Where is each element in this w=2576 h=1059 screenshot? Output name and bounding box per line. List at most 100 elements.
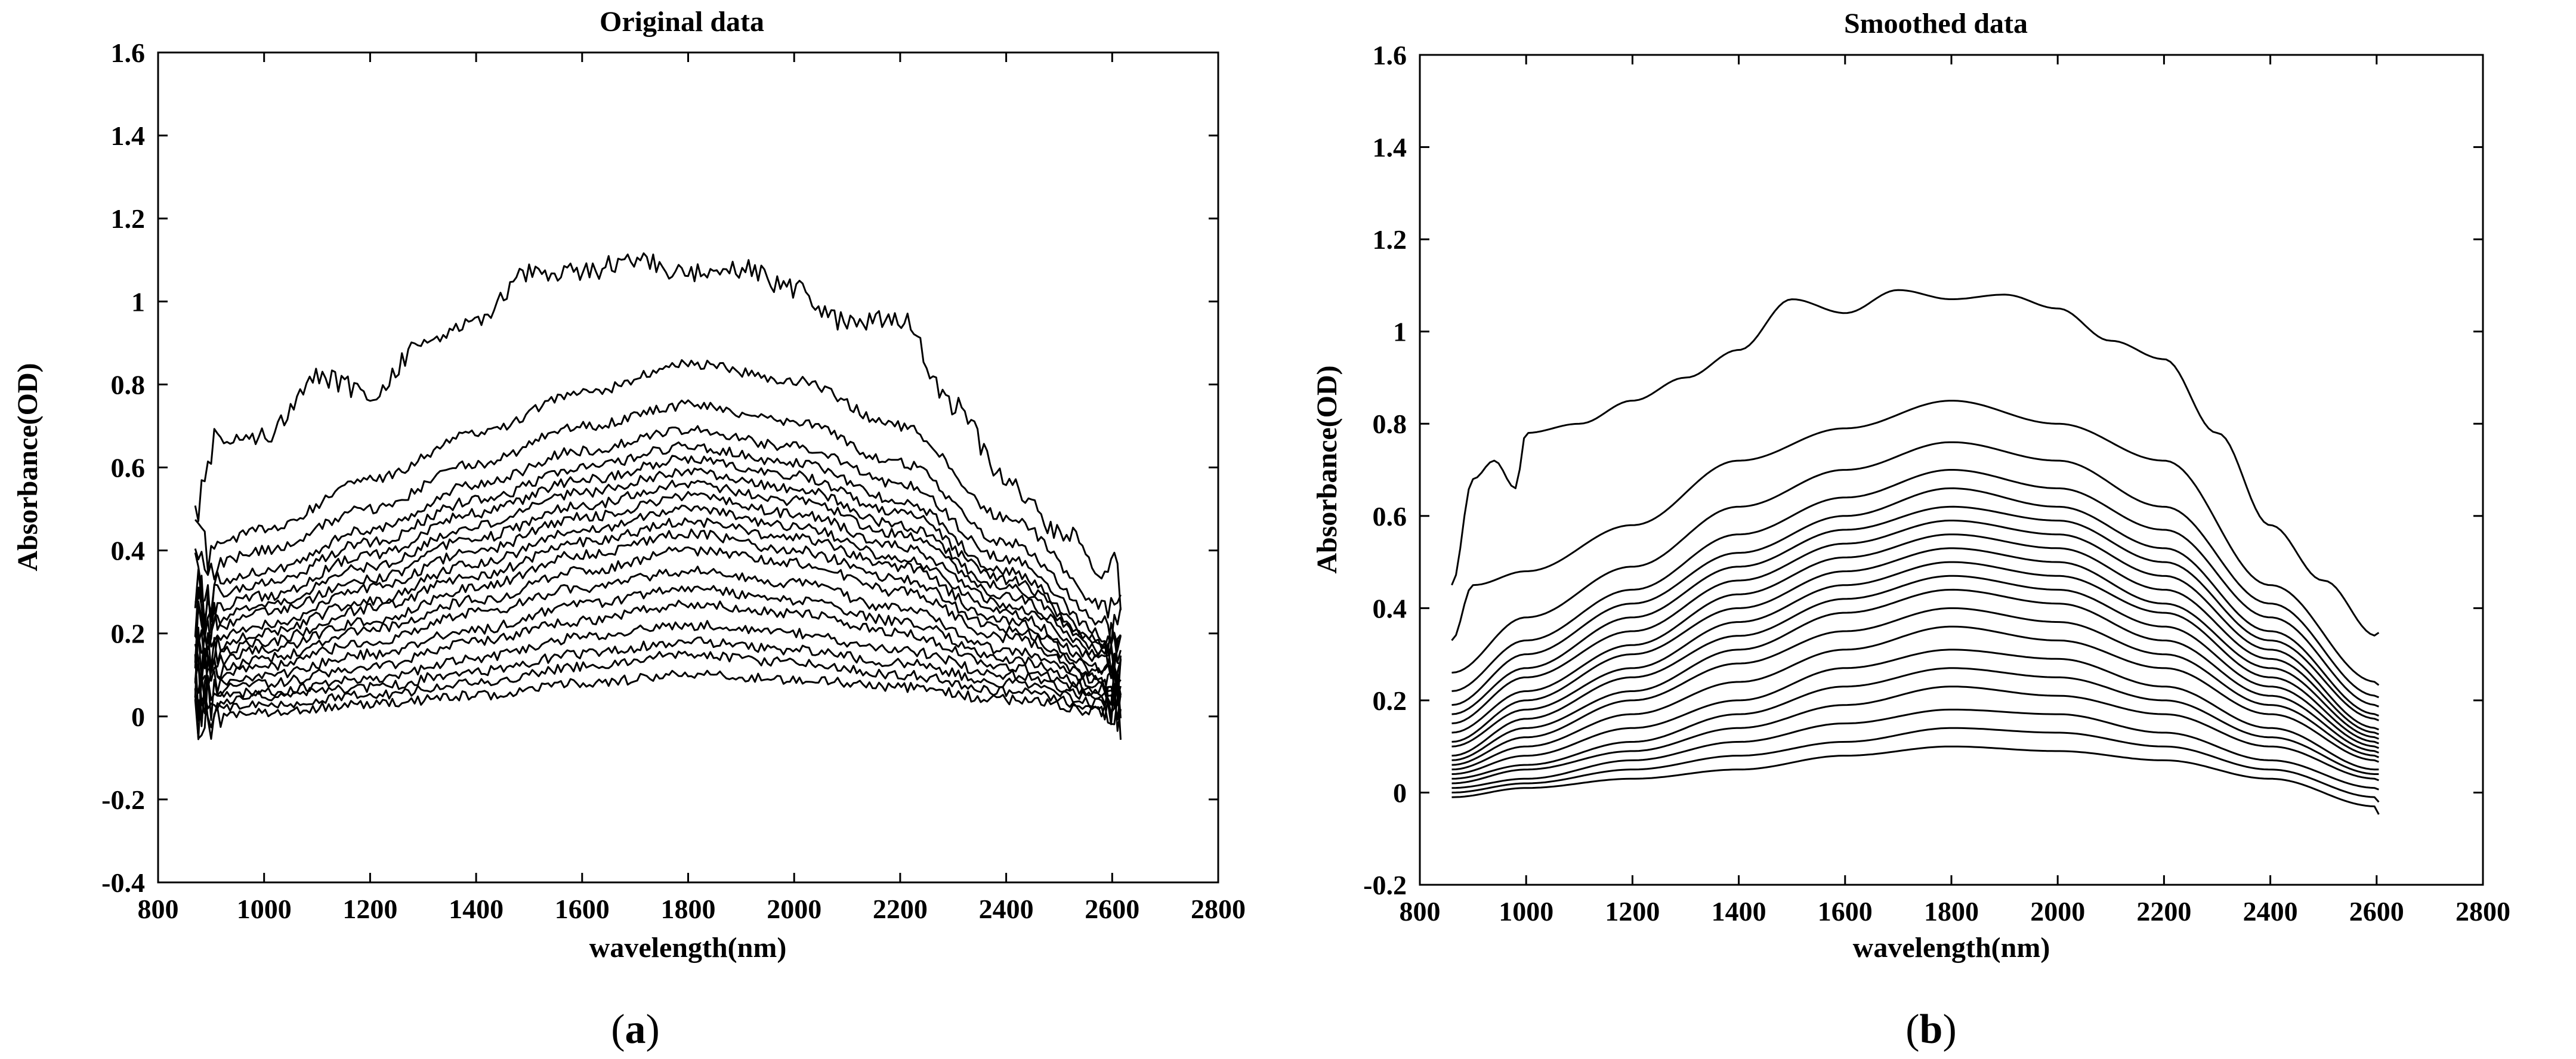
series-line-11 bbox=[1451, 575, 2379, 757]
series-line-1 bbox=[194, 252, 1122, 610]
series-line-13 bbox=[1451, 607, 2379, 766]
y-tick-label: 0.4 bbox=[1373, 593, 1407, 623]
x-tick-label: 1000 bbox=[1499, 896, 1553, 927]
y-axis: -0.4 -0.2 0 0.2 0.4 0.6 0.8 1 1.2 1.4 1.6 bbox=[101, 38, 1218, 898]
x-tick-label: 2800 bbox=[1191, 894, 1246, 924]
y-tick-label: 0 bbox=[131, 702, 145, 732]
series-line-14 bbox=[1451, 625, 2379, 771]
y-tick-label: 0.2 bbox=[1373, 686, 1407, 716]
x-tick-label: 2200 bbox=[873, 894, 928, 924]
series-line-6 bbox=[1451, 505, 2379, 721]
series-line-17 bbox=[194, 620, 1122, 740]
series-line-17 bbox=[1451, 686, 2379, 785]
y-tick-label: 0 bbox=[1393, 777, 1407, 808]
panel-label: (b) bbox=[1905, 1006, 1957, 1052]
x-tick-label: 2000 bbox=[2030, 896, 2085, 927]
series-line-4 bbox=[1451, 469, 2379, 708]
y-tick-label: 1.4 bbox=[1373, 132, 1407, 163]
x-axis: 800 1000 1200 1400 1600 1800 2000 2200 2400 2600 2… bbox=[1400, 55, 2510, 927]
series-line-2 bbox=[1451, 400, 2380, 686]
y-tick-label: 1.2 bbox=[1373, 224, 1407, 255]
series-line-4 bbox=[194, 425, 1122, 663]
x-axis-label: wavelength(nm) bbox=[589, 932, 787, 964]
series-line-7 bbox=[194, 467, 1122, 667]
y-tick-label: 0.8 bbox=[1373, 409, 1407, 439]
y-tick-label: 0.8 bbox=[111, 369, 146, 400]
x-tick-label: 1000 bbox=[237, 894, 292, 924]
series-line-8 bbox=[194, 480, 1121, 674]
panel-label: (a) bbox=[611, 1006, 660, 1052]
y-tick-label: 1.6 bbox=[111, 38, 146, 68]
series-line-3 bbox=[194, 399, 1122, 646]
series-line-12 bbox=[1451, 588, 2379, 761]
x-axis: 800 1000 1200 1400 1600 1800 2000 2200 2400 2600 2… bbox=[138, 53, 1246, 924]
series-line-10 bbox=[1451, 561, 2379, 748]
y-axis-label: Absorbance(OD) bbox=[12, 363, 44, 571]
x-tick-label: 2400 bbox=[979, 894, 1034, 924]
x-tick-label: 1600 bbox=[1818, 896, 1873, 927]
series-line-3 bbox=[1451, 441, 2379, 699]
y-axis: -0.2 0 0.2 0.4 0.6 0.8 1 1.2 1.4 1.6 bbox=[1363, 40, 2483, 900]
y-axis-label: Absorbance(OD) bbox=[1311, 365, 1343, 573]
x-axis-label: wavelength(nm) bbox=[1853, 932, 2050, 964]
series-line-5 bbox=[194, 441, 1122, 661]
series-line-16 bbox=[1451, 667, 2379, 780]
series-line-18 bbox=[1451, 708, 2379, 791]
series-line-15 bbox=[1451, 649, 2379, 775]
series-line-13 bbox=[194, 546, 1122, 706]
chart-title: Original data bbox=[600, 6, 764, 38]
x-tick-label: 800 bbox=[1400, 896, 1441, 927]
series-line-14 bbox=[194, 566, 1122, 715]
y-tick-label: 1.2 bbox=[111, 203, 146, 234]
series-line-1 bbox=[1451, 289, 2380, 637]
x-tick-label: 2000 bbox=[767, 894, 821, 924]
x-tick-label: 2400 bbox=[2243, 896, 2298, 927]
series-line-6 bbox=[194, 455, 1122, 671]
y-tick-label: 0.6 bbox=[111, 453, 146, 483]
y-tick-label: 1.4 bbox=[111, 121, 146, 151]
series-line-9 bbox=[1451, 547, 2379, 743]
series-line-5 bbox=[1451, 487, 2379, 717]
y-tick-label: -0.2 bbox=[101, 785, 145, 815]
x-tick-label: 1800 bbox=[661, 894, 716, 924]
y-tick-label: -0.2 bbox=[1363, 870, 1407, 900]
x-tick-label: 1200 bbox=[342, 894, 397, 924]
y-tick-label: 1 bbox=[131, 286, 145, 317]
series-line-11 bbox=[194, 517, 1122, 695]
series-line-20 bbox=[194, 669, 1122, 740]
x-tick-label: 2600 bbox=[1085, 894, 1139, 924]
x-tick-label: 1400 bbox=[1712, 896, 1766, 927]
series-line-20 bbox=[1451, 745, 2380, 815]
x-tick-label: 1200 bbox=[1605, 896, 1660, 927]
y-tick-label: 0.4 bbox=[111, 536, 146, 566]
series-layer bbox=[1451, 289, 2380, 815]
y-tick-label: 0.2 bbox=[111, 619, 146, 649]
y-tick-label: 0.6 bbox=[1373, 501, 1407, 532]
y-tick-label: 1.6 bbox=[1373, 40, 1407, 70]
plot-frame bbox=[157, 51, 1219, 884]
x-tick-label: 800 bbox=[138, 894, 179, 924]
chart-title: Smoothed data bbox=[1844, 8, 2028, 39]
panel-letter: b bbox=[1920, 1006, 1943, 1052]
series-line-18 bbox=[194, 636, 1122, 732]
y-tick-label: 1 bbox=[1393, 317, 1407, 347]
x-tick-label: 1800 bbox=[1924, 896, 1979, 927]
series-line-19 bbox=[194, 650, 1122, 740]
series-line-12 bbox=[194, 528, 1122, 696]
series-layer bbox=[194, 252, 1122, 740]
x-tick-label: 1600 bbox=[555, 894, 610, 924]
series-line-15 bbox=[194, 585, 1122, 727]
series-line-16 bbox=[194, 600, 1122, 722]
x-tick-label: 1400 bbox=[449, 894, 504, 924]
chart-smoothed-data: Smoothed data 800 1000 1200 1400 1600 1800 200… bbox=[1311, 8, 2510, 1052]
series-line-19 bbox=[1451, 727, 2380, 803]
series-line-10 bbox=[194, 504, 1122, 697]
series-line-8 bbox=[1451, 533, 2379, 736]
series-line-2 bbox=[194, 359, 1122, 619]
panel-letter: a bbox=[625, 1006, 646, 1052]
series-line-9 bbox=[194, 491, 1122, 698]
x-tick-label: 2200 bbox=[2136, 896, 2191, 927]
x-tick-label: 2600 bbox=[2349, 896, 2404, 927]
x-tick-label: 2800 bbox=[2455, 896, 2510, 927]
